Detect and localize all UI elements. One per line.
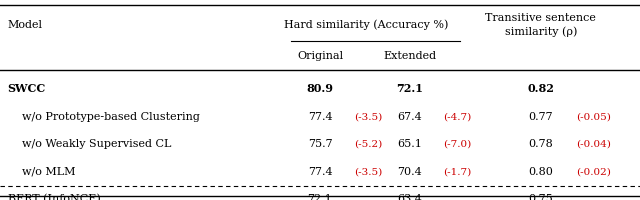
Text: (-4.7): (-4.7) [444, 112, 472, 121]
Text: 72.1: 72.1 [396, 83, 423, 94]
Text: Original: Original [297, 51, 343, 61]
Text: 77.4: 77.4 [308, 112, 332, 122]
Text: w/o Weakly Supervised CL: w/o Weakly Supervised CL [8, 139, 171, 149]
Text: (-3.5): (-3.5) [354, 112, 382, 121]
Text: 0.75: 0.75 [529, 194, 553, 200]
Text: 70.4: 70.4 [397, 167, 422, 177]
Text: SWCC: SWCC [8, 83, 46, 94]
Text: (-0.05): (-0.05) [576, 112, 611, 121]
Text: BERT (InfoNCE): BERT (InfoNCE) [8, 194, 100, 200]
Text: (-1.7): (-1.7) [444, 167, 472, 176]
Text: (-3.5): (-3.5) [354, 167, 382, 176]
Text: 63.4: 63.4 [397, 194, 422, 200]
Text: (-7.0): (-7.0) [444, 140, 472, 149]
Text: 67.4: 67.4 [397, 112, 422, 122]
Text: 75.7: 75.7 [308, 139, 332, 149]
Text: 0.82: 0.82 [527, 83, 554, 94]
Text: w/o Prototype-based Clustering: w/o Prototype-based Clustering [8, 112, 200, 122]
Text: Model: Model [8, 20, 43, 30]
Text: 77.4: 77.4 [308, 167, 332, 177]
Text: 0.78: 0.78 [529, 139, 553, 149]
Text: 0.77: 0.77 [529, 112, 553, 122]
Text: 72.1: 72.1 [308, 194, 332, 200]
Text: Extended: Extended [383, 51, 436, 61]
Text: 80.9: 80.9 [307, 83, 333, 94]
Text: (-5.2): (-5.2) [354, 140, 382, 149]
Text: (-0.04): (-0.04) [576, 140, 611, 149]
Text: (-0.02): (-0.02) [576, 167, 611, 176]
Text: 65.1: 65.1 [397, 139, 422, 149]
Text: 0.80: 0.80 [529, 167, 553, 177]
Text: Hard similarity (Accuracy %): Hard similarity (Accuracy %) [284, 20, 448, 30]
Text: Transitive sentence
similarity (ρ): Transitive sentence similarity (ρ) [485, 13, 596, 37]
Text: w/o MLM: w/o MLM [8, 167, 75, 177]
